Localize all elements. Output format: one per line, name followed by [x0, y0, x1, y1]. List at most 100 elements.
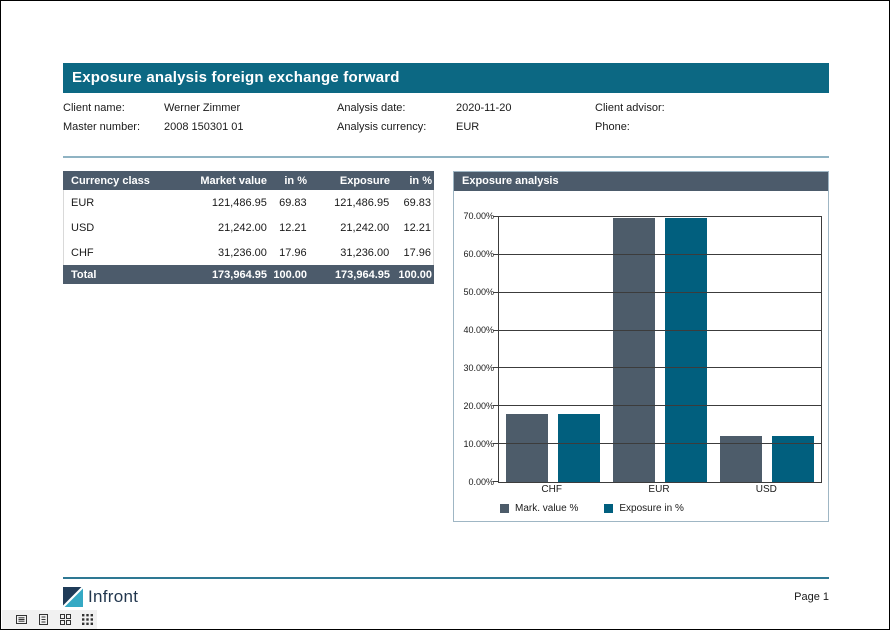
gridline	[499, 291, 821, 293]
footer-divider	[63, 577, 829, 579]
axis-tick	[493, 443, 499, 445]
table-cell: 17.96	[403, 246, 431, 259]
legend-swatch	[604, 504, 614, 513]
currency-table: Currency class Market value in % Exposur…	[63, 171, 434, 284]
outline-view-icon[interactable]	[16, 614, 27, 625]
bar-eur-mark-value-	[612, 217, 655, 482]
client-info: Client name: Werner Zimmer Analysis date: 2…	[63, 98, 829, 136]
client-info-label: Phone:	[595, 120, 630, 133]
axis-tick	[493, 481, 499, 482]
currency-table-total-row: Total 173,964.95 100.00 173,964.95 100.0…	[63, 265, 434, 284]
gridline	[499, 443, 821, 445]
total-exposure-pct: 100.00	[398, 268, 432, 281]
chart-plot-area	[493, 216, 822, 483]
bar-group-chf	[499, 217, 606, 482]
client-info-label: Master number:	[63, 120, 141, 133]
axis-tick	[493, 216, 499, 217]
table-cell: 121,486.95	[211, 196, 267, 209]
infront-logo-icon	[63, 587, 83, 607]
bar-chf-mark-value-	[505, 414, 548, 482]
table-row: CHF 31,236.00 17.96 31,236.00 17.96	[64, 240, 433, 265]
table-cell: 69.83	[279, 196, 307, 209]
y-tick-label: 10.00%	[463, 439, 494, 449]
col-exposure-pct: in %	[409, 174, 432, 187]
axis-tick	[493, 367, 499, 369]
total-exposure: 173,964.95	[334, 268, 390, 281]
x-tick-label: USD	[755, 484, 777, 495]
client-info-label: Analysis currency:	[337, 120, 427, 133]
y-tick-label: 70.00%	[463, 211, 494, 221]
table-cell: CHF	[71, 246, 94, 259]
client-info-label: Analysis date:	[337, 101, 406, 114]
y-tick-label: 60.00%	[463, 249, 494, 259]
axis-tick	[493, 291, 499, 293]
table-cell: 17.96	[279, 246, 307, 259]
y-tick-label: 30.00%	[463, 363, 494, 373]
gridline	[499, 253, 821, 255]
gridline	[499, 405, 821, 407]
currency-table-body: EUR 121,486.95 69.83 121,486.95 69.83 USD 21,2…	[63, 190, 434, 265]
client-info-value: 2008 150301 01	[164, 120, 244, 133]
client-info-value: 2020-11-20	[456, 101, 512, 114]
client-info-value: Werner Zimmer	[164, 101, 241, 114]
exposure-chart-panel: Exposure analysis 0.00% 10.00% 20.00% 30.00…	[453, 171, 829, 522]
table-cell: 21,242.00	[217, 221, 267, 234]
chart-title-bar: Exposure analysis	[454, 172, 828, 191]
legend-item: Exposure in %	[604, 503, 684, 514]
gridline	[499, 367, 821, 369]
y-tick-label: 20.00%	[463, 401, 494, 411]
report-title: Exposure analysis foreign exchange forwa…	[72, 69, 400, 86]
gridline	[499, 329, 821, 331]
col-exposure: Exposure	[339, 174, 390, 187]
y-tick-label: 0.00%	[468, 477, 494, 487]
col-market-pct: in %	[284, 174, 307, 187]
table-row: EUR 121,486.95 69.83 121,486.95 69.83	[64, 190, 433, 215]
legend-label: Exposure in %	[619, 503, 684, 514]
bar-group-eur	[606, 217, 713, 482]
table-cell: EUR	[71, 196, 95, 209]
table-cell: 69.83	[403, 196, 431, 209]
total-market-value: 173,964.95	[211, 268, 267, 281]
view-toolbar	[2, 610, 97, 629]
chart-legend: Mark. value % Exposure in %	[500, 503, 684, 514]
header-divider	[63, 156, 829, 158]
axis-tick	[493, 329, 499, 331]
client-info-label: Client advisor:	[595, 101, 665, 114]
table-cell: 31,236.00	[340, 246, 390, 259]
table-cell: 31,236.00	[217, 246, 267, 259]
client-info-label: Client name:	[63, 101, 125, 114]
page-number: Page 1	[794, 591, 829, 603]
table-cell: USD	[71, 221, 95, 234]
total-market-pct: 100.00	[273, 268, 307, 281]
table-row: USD 21,242.00 12.21 21,242.00 12.21	[64, 215, 433, 240]
col-currency-class: Currency class	[71, 174, 150, 187]
col-market-value: Market value	[200, 174, 267, 187]
brand-logo: Infront	[63, 587, 138, 607]
report-title-bar: Exposure analysis foreign exchange forwa…	[63, 63, 829, 93]
table-cell: 21,242.00	[340, 221, 390, 234]
x-tick-label: EUR	[648, 484, 670, 495]
x-tick-label: CHF	[541, 484, 562, 495]
table-cell: 12.21	[403, 221, 431, 234]
page-view-icon[interactable]	[38, 614, 49, 625]
total-label: Total	[71, 268, 97, 281]
legend-swatch	[500, 504, 509, 513]
legend-item: Mark. value %	[500, 503, 578, 514]
chart-title: Exposure analysis	[462, 175, 559, 187]
bar-eur-exposure-in-	[664, 217, 707, 482]
table-cell: 12.21	[279, 221, 307, 234]
table-cell: 121,486.95	[334, 196, 390, 209]
bar-chf-exposure-in-	[557, 414, 600, 482]
chart-x-axis-labels: CHF EUR USD	[498, 484, 820, 495]
axis-tick	[493, 253, 499, 255]
thumbnail-view-icon[interactable]	[60, 614, 71, 625]
client-info-value: EUR	[456, 120, 480, 133]
y-tick-label: 50.00%	[463, 287, 494, 297]
y-tick-label: 40.00%	[463, 325, 494, 335]
brand-name: Infront	[88, 587, 139, 606]
chart-bar-groups	[499, 217, 821, 482]
axis-tick	[493, 405, 499, 407]
grid-view-icon[interactable]	[82, 614, 93, 625]
legend-label: Mark. value %	[515, 503, 579, 514]
